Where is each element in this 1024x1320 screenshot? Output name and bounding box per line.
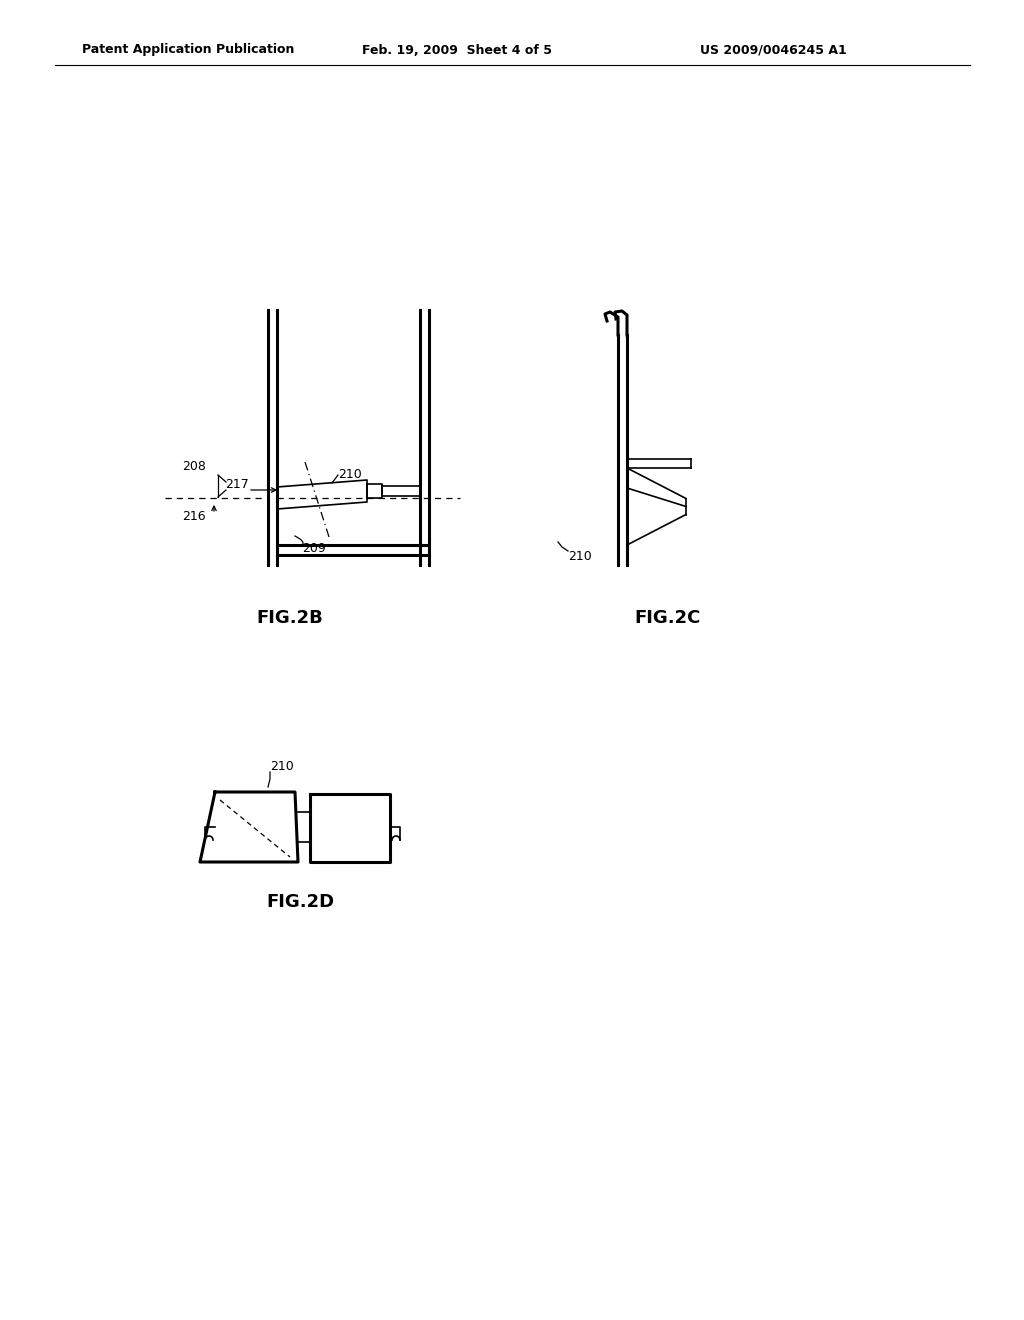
Text: 217: 217 — [225, 479, 249, 491]
Text: Patent Application Publication: Patent Application Publication — [82, 44, 294, 57]
Text: FIG.2D: FIG.2D — [266, 894, 334, 911]
Text: Feb. 19, 2009  Sheet 4 of 5: Feb. 19, 2009 Sheet 4 of 5 — [362, 44, 552, 57]
Text: 209: 209 — [302, 541, 326, 554]
Text: 208: 208 — [182, 459, 206, 473]
Text: 210: 210 — [338, 469, 361, 482]
Text: FIG.2C: FIG.2C — [635, 609, 701, 627]
Text: FIG.2B: FIG.2B — [257, 609, 324, 627]
Text: 210: 210 — [270, 760, 294, 774]
Text: 216: 216 — [182, 510, 206, 523]
Text: US 2009/0046245 A1: US 2009/0046245 A1 — [700, 44, 847, 57]
Text: 210: 210 — [568, 549, 592, 562]
